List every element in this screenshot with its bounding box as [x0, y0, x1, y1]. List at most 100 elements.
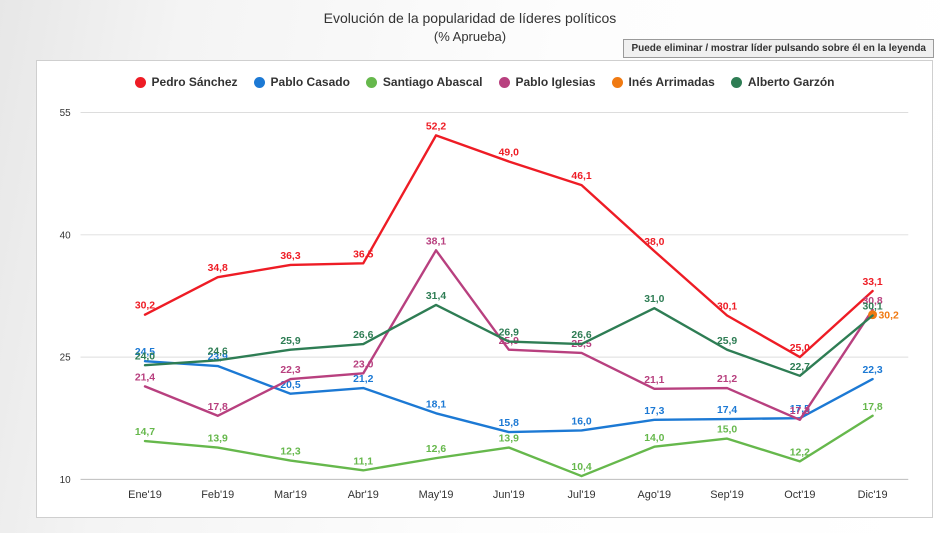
- line-chart: 10 25 40 55 Ene'19 Feb'19 Mar'19 Abr'19 May'19 Ju…: [60, 108, 909, 501]
- x-axis-label-sep-19: Sep'19: [710, 489, 744, 501]
- data-label-alberto-garzon-mar-19: 25,9: [280, 336, 300, 347]
- legend-item-pedro-sanchez[interactable]: Pedro Sánchez: [134, 75, 238, 89]
- series-line-pedro-sanchez: [143, 134, 874, 359]
- data-label-alberto-garzon-ago-19: 31,0: [644, 294, 664, 305]
- data-label-pablo-casado-sep-19: 17,4: [717, 405, 737, 416]
- legend-label-ines-arrimadas: Inés Arrimadas: [628, 75, 715, 89]
- data-label-santiago-abascal-feb-19: 13,9: [208, 434, 228, 445]
- data-label-pablo-casado-abr-19: 21,2: [353, 374, 373, 385]
- legend-label-alberto-garzon: Alberto Garzón: [747, 75, 835, 89]
- data-label-pablo-iglesias-ene-19: 21,4: [135, 372, 155, 383]
- legend-marker-ines-arrimadas: [611, 76, 623, 88]
- data-label-alberto-garzon-abr-19: 26,6: [353, 330, 373, 341]
- data-label-pablo-casado-oct-19: 17,5: [790, 404, 810, 415]
- legend-label-pablo-casado: Pablo Casado: [270, 75, 350, 89]
- series-line-pablo-iglesias: [143, 249, 874, 422]
- data-label-pedro-sanchez-jul-19: 46,1: [571, 171, 591, 182]
- data-label-alberto-garzon-may-19: 31,4: [426, 291, 446, 302]
- data-label-santiago-abascal-mar-19: 12,3: [280, 447, 300, 458]
- data-label-pablo-casado-mar-19: 20,5: [280, 380, 300, 391]
- data-label-pablo-casado-feb-19: 23,9: [208, 352, 228, 363]
- series-line-santiago-abascal: [143, 414, 874, 478]
- legend-item-ines-arrimadas[interactable]: Inés Arrimadas: [611, 75, 715, 89]
- legend-label-pedro-sanchez: Pedro Sánchez: [151, 75, 238, 89]
- x-axis-label-feb-19: Feb'19: [201, 489, 234, 501]
- data-label-pablo-iglesias-feb-19: 17,8: [208, 402, 228, 413]
- x-axis-label-jul-19: Jul'19: [567, 489, 595, 501]
- data-label-pablo-casado-ene-19: 24,5: [135, 347, 155, 358]
- data-label-ines-arrimadas-dic-19: 30,2: [879, 311, 899, 322]
- legend-item-santiago-abascal[interactable]: Santiago Abascal: [365, 75, 483, 89]
- series-line-pablo-casado: [143, 359, 874, 434]
- data-label-pablo-iglesias-abr-19: 23,0: [353, 359, 373, 370]
- legend-label-santiago-abascal: Santiago Abascal: [382, 75, 483, 89]
- data-label-pablo-casado-may-19: 18,1: [426, 399, 446, 410]
- x-axis-label-ene-19: Ene'19: [128, 489, 162, 501]
- data-label-pedro-sanchez-abr-19: 36,5: [353, 249, 373, 260]
- y-axis-tick-40: 40: [60, 230, 72, 241]
- data-label-santiago-abascal-jul-19: 10,4: [571, 462, 591, 473]
- x-axis-label-abr-19: Abr'19: [348, 489, 379, 501]
- chart-title: Evolución de la popularidad de líderes p…: [323, 10, 617, 26]
- data-label-santiago-abascal-dic-19: 17,8: [862, 402, 882, 413]
- data-label-pedro-sanchez-feb-19: 34,8: [208, 263, 228, 274]
- data-label-pablo-iglesias-ago-19: 21,1: [644, 375, 664, 386]
- x-axis-label-oct-19: Oct'19: [784, 489, 815, 501]
- legend-marker-pablo-casado: [253, 76, 265, 88]
- legend-item-alberto-garzon[interactable]: Alberto Garzón: [730, 75, 835, 89]
- y-axis-tick-25: 25: [60, 353, 72, 364]
- data-label-alberto-garzon-ene-19: 24,0: [135, 351, 155, 362]
- data-label-pedro-sanchez-sep-19: 30,1: [717, 302, 737, 313]
- series-line-alberto-garzon: [143, 303, 874, 378]
- data-label-pedro-sanchez-ene-19: 30,2: [135, 301, 155, 312]
- data-label-pedro-sanchez-jun-19: 49,0: [499, 148, 519, 159]
- legend-marker-pedro-sanchez: [134, 76, 146, 88]
- data-label-alberto-garzon-feb-19: 24,6: [208, 346, 228, 357]
- data-label-pablo-casado-jul-19: 16,0: [571, 416, 591, 427]
- data-label-santiago-abascal-ene-19: 14,7: [135, 427, 155, 438]
- data-label-santiago-abascal-abr-19: 11,1: [353, 456, 373, 467]
- data-label-alberto-garzon-jun-19: 26,9: [499, 328, 519, 339]
- legend-hint: Puede eliminar / mostrar líder pulsando …: [623, 39, 934, 58]
- legend-label-pablo-iglesias: Pablo Iglesias: [515, 75, 596, 89]
- legend-item-pablo-casado[interactable]: Pablo Casado: [253, 75, 350, 89]
- data-label-santiago-abascal-jun-19: 13,9: [499, 434, 519, 445]
- title-block: Evolución de la popularidad de líderes p…: [0, 10, 940, 44]
- legend-marker-pablo-iglesias: [498, 76, 510, 88]
- data-label-pedro-sanchez-dic-19: 33,1: [862, 277, 882, 288]
- x-axis-label-ago-19: Ago'19: [638, 489, 672, 501]
- data-label-alberto-garzon-oct-19: 22,7: [790, 362, 810, 373]
- chart-subtitle: (% Aprueba): [433, 29, 507, 44]
- data-label-pablo-iglesias-may-19: 38,1: [426, 236, 446, 247]
- data-label-pablo-casado-jun-19: 15,8: [499, 418, 519, 429]
- chart-legend: Pedro Sánchez Pablo Casado Santiago Abasca…: [37, 75, 932, 89]
- data-label-alberto-garzon-jul-19: 26,6: [571, 330, 591, 341]
- data-label-pablo-iglesias-dic-19: 30,8: [862, 296, 882, 307]
- x-axis-label-dic-19: Dic'19: [858, 489, 888, 501]
- data-label-santiago-abascal-oct-19: 12,2: [790, 447, 810, 458]
- data-label-pedro-sanchez-ago-19: 38,0: [644, 237, 664, 248]
- x-axis-label-may-19: May'19: [419, 489, 454, 501]
- y-axis-tick-10: 10: [60, 475, 72, 486]
- data-label-pablo-iglesias-sep-19: 21,2: [717, 374, 737, 385]
- x-axis-label-jun-19: Jun'19: [493, 489, 525, 501]
- data-label-pablo-casado-ago-19: 17,3: [644, 406, 664, 417]
- x-axis-label-mar-19: Mar'19: [274, 489, 307, 501]
- data-label-pedro-sanchez-may-19: 52,2: [426, 121, 446, 132]
- data-label-santiago-abascal-sep-19: 15,0: [717, 425, 737, 436]
- data-label-santiago-abascal-may-19: 12,6: [426, 444, 446, 455]
- data-label-pedro-sanchez-oct-19: 25,0: [790, 343, 810, 354]
- data-label-pedro-sanchez-mar-19: 36,3: [280, 251, 300, 262]
- data-label-pablo-iglesias-mar-19: 22,3: [280, 365, 300, 376]
- data-label-alberto-garzon-dic-19: 30,1: [862, 302, 882, 313]
- chart-container: Pedro Sánchez Pablo Casado Santiago Abasca…: [36, 60, 933, 518]
- legend-marker-santiago-abascal: [365, 76, 377, 88]
- y-axis-tick-55: 55: [60, 108, 72, 119]
- data-label-pablo-casado-dic-19: 22,3: [862, 365, 882, 376]
- data-label-alberto-garzon-sep-19: 25,9: [717, 336, 737, 347]
- legend-item-pablo-iglesias[interactable]: Pablo Iglesias: [498, 75, 596, 89]
- data-label-santiago-abascal-ago-19: 14,0: [644, 433, 664, 444]
- legend-marker-alberto-garzon: [730, 76, 742, 88]
- data-label-pablo-iglesias-oct-19: 17,3: [790, 406, 810, 417]
